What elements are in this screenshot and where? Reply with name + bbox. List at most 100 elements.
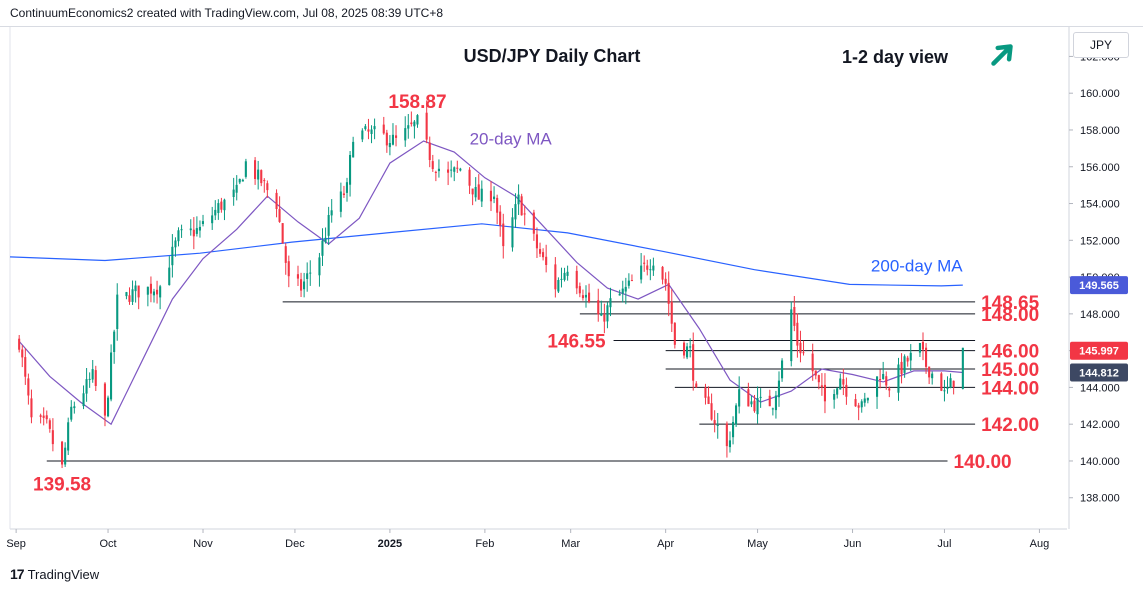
candle-body	[51, 430, 54, 445]
candle-body	[489, 190, 492, 202]
y-tick-label: 156.000	[1080, 162, 1120, 174]
candle-body	[30, 398, 33, 418]
candle-body	[284, 246, 287, 263]
candle-body	[453, 167, 456, 172]
candle-body	[673, 322, 676, 345]
candle-body	[621, 288, 624, 294]
candle-body	[796, 322, 799, 346]
candle-body	[597, 300, 600, 315]
candle-body	[235, 184, 238, 193]
level-label: 145.00	[981, 360, 1039, 381]
tradingview-logo[interactable]: 17 TradingView	[10, 566, 99, 582]
candle-body	[814, 370, 817, 376]
candle-body	[661, 266, 664, 280]
candle-body	[921, 341, 924, 350]
candle-body	[263, 180, 266, 182]
candle-body	[431, 161, 434, 169]
candle-body	[888, 388, 891, 391]
candle-body	[578, 286, 581, 294]
candle-body	[961, 347, 964, 389]
x-tick-label: 2025	[378, 538, 402, 550]
candle-body	[131, 289, 134, 302]
candle-body	[545, 256, 548, 265]
x-tick-label: May	[747, 538, 768, 550]
candle-body	[882, 374, 885, 379]
candle-body	[839, 378, 842, 390]
candle-body	[624, 286, 627, 292]
candle-body	[836, 388, 839, 395]
candle-body	[918, 343, 921, 353]
candle-body	[683, 342, 686, 356]
candle-body	[897, 364, 900, 393]
candle-body	[254, 160, 257, 179]
candle-body	[391, 134, 394, 145]
candle-body	[600, 313, 603, 316]
candle-body	[159, 286, 162, 298]
candle-body	[447, 169, 450, 173]
candle-body	[560, 278, 563, 280]
candle-body	[646, 265, 649, 270]
chart-title: USD/JPY Daily Chart	[464, 46, 641, 66]
currency-selector[interactable]: JPY	[1073, 32, 1129, 58]
ma20-price-tag: 144.812	[1079, 367, 1119, 379]
candle-body	[266, 183, 269, 191]
x-tick-label: Aug	[1030, 538, 1050, 550]
candle-body	[275, 192, 278, 209]
candle-body	[925, 347, 928, 367]
candle-body	[180, 229, 183, 231]
candle-body	[667, 282, 670, 304]
candle-body	[61, 441, 64, 465]
candle-body	[588, 292, 591, 302]
candle-body	[946, 387, 949, 389]
candles-group	[18, 100, 964, 469]
candle-body	[532, 212, 535, 234]
candle-body	[909, 352, 912, 361]
candle-body	[713, 420, 716, 424]
y-tick-label: 142.000	[1080, 419, 1120, 431]
candle-body	[287, 261, 290, 277]
candle-body	[413, 121, 416, 127]
candle-body	[842, 379, 845, 385]
candle-body	[652, 265, 655, 271]
ma200-price-tag-bg	[1070, 276, 1128, 295]
candle-body	[67, 422, 70, 451]
candle-body	[885, 376, 888, 386]
candle-body	[385, 132, 388, 146]
level-label: 144.00	[981, 378, 1039, 399]
candle-body	[428, 142, 431, 160]
candle-body	[318, 257, 321, 276]
annotation-label: 158.87	[388, 92, 446, 113]
candle-body	[330, 210, 333, 216]
candle-body	[557, 280, 560, 292]
candle-body	[349, 155, 352, 185]
candle-body	[799, 342, 802, 354]
candle-body	[296, 274, 299, 279]
candle-body	[866, 397, 869, 401]
chart-attribution: ContinuumEconomics2 created with Trading…	[10, 6, 444, 20]
candle-body	[198, 226, 201, 231]
candle-body	[214, 209, 217, 216]
candle-body	[217, 203, 220, 213]
candle-body	[542, 252, 545, 258]
candle-body	[630, 280, 633, 282]
candle-body	[781, 360, 784, 379]
candle-body	[725, 423, 728, 447]
candle-body	[777, 380, 780, 398]
candle-body	[192, 229, 195, 237]
candle-body	[345, 182, 348, 193]
candle-body	[833, 394, 836, 400]
candle-body	[88, 378, 91, 380]
candle-body	[756, 398, 759, 415]
candle-body	[931, 373, 934, 379]
candle-body	[201, 221, 204, 224]
candle-body	[361, 130, 364, 140]
level-label: 146.00	[981, 342, 1039, 363]
level-label: 146.55	[547, 332, 606, 353]
candle-body	[342, 193, 345, 195]
candle-body	[211, 215, 214, 224]
candle-body	[949, 378, 952, 388]
last-price-tag-bg	[1070, 341, 1128, 360]
candle-body	[110, 352, 113, 400]
candle-body	[793, 307, 796, 326]
